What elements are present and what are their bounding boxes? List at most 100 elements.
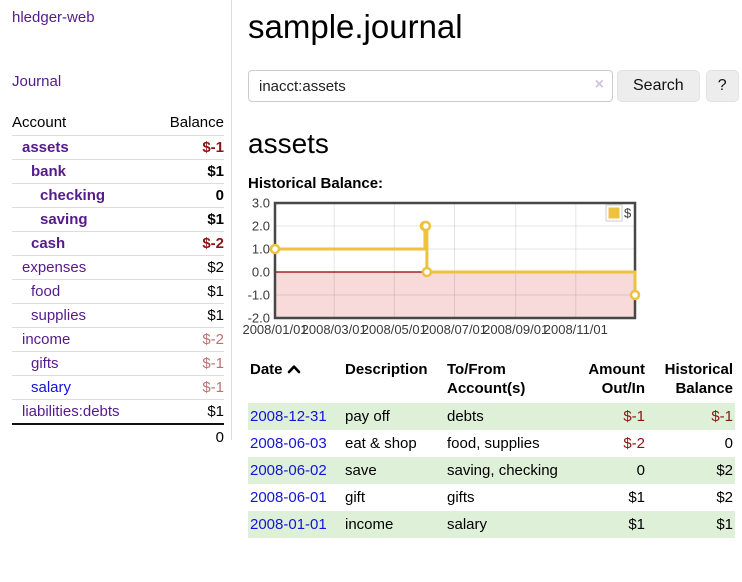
table-row: 2008-01-01 income salary $1 $1 [248,511,735,538]
transaction-amount: $-1 [623,408,645,425]
x-axis-tick-label: 2008/01/01 [243,322,308,337]
chart-canvas: 3.0 2.0 1.0 0.0 -1.0 -2.02008/01/012008/03/01… [242,196,641,337]
data-point-marker [421,266,433,278]
account-link[interactable]: assets [22,139,69,156]
transaction-date-link[interactable]: 2008-06-03 [250,435,327,452]
account-link[interactable]: salary [31,379,72,396]
search-input-wrap: × [248,70,613,102]
legend-label: $ [624,206,632,221]
account-link[interactable]: food [31,283,61,300]
account-link[interactable]: gifts [31,355,59,372]
x-axis-tick-label: 2008/05/01 [362,322,427,337]
account-link[interactable]: cash [31,235,66,252]
chart-border [273,201,637,320]
account-balance: $1 [152,399,224,424]
transaction-amount: $-2 [623,435,645,452]
account-balance: $1 [152,279,224,304]
search-button[interactable]: Search [617,70,700,102]
table-row: 2008-12-31 pay off debts $-1 $-1 [248,403,735,430]
col-amount-outin: Amount Out/In [588,361,645,397]
transaction-description: save [345,462,377,479]
accounts-total-value: 0 [12,423,224,450]
transaction-date-link[interactable]: 2008-01-01 [250,516,327,533]
y-axis-tick-label: 3.0 [252,198,270,211]
page-title: sample.journal [248,8,463,45]
transaction-balance: $2 [716,462,733,479]
account-row: saving $1 [12,207,224,232]
transaction-accounts: saving, checking [447,462,558,479]
transaction-date-link[interactable]: 2008-06-02 [250,462,327,479]
historical-balance-chart: 3.0 2.0 1.0 0.0 -1.0 -2.0 2008/01/01 2008/03/01… [242,196,735,348]
account-row: bank $1 [12,159,224,184]
register-table: Date Description To/From Account(s) Amoun… [248,358,735,538]
account-link[interactable]: income [22,331,71,348]
account-row: supplies $1 [12,303,224,328]
accounts-col-balance: Balance [169,114,224,131]
y-axis-tick-label: 2.0 [252,219,270,234]
transaction-accounts: food, supplies [447,435,540,452]
account-row: salary $-1 [12,375,224,400]
account-balance: $2 [152,255,224,280]
transaction-amount: $1 [628,489,645,506]
account-balance: 0 [152,183,224,208]
transaction-accounts: gifts [447,489,475,506]
x-axis-tick-label: 2008/07/01 [422,322,487,337]
col-date-label: Date [250,361,283,378]
help-button[interactable]: ? [705,70,739,102]
chart-title: Historical Balance: [248,175,384,192]
account-link[interactable]: liabilities:debts [22,403,120,420]
account-link[interactable]: checking [40,187,106,204]
transaction-balance: 0 [724,435,733,452]
transaction-description: gift [345,489,366,506]
account-row: food $1 [12,279,224,304]
account-row: assets $-1 [12,135,224,160]
search-input[interactable] [248,70,613,102]
y-axis-tick-label: -1.0 [248,288,270,303]
account-balance: $-2 [152,327,224,352]
transaction-balance: $2 [716,489,733,506]
col-date[interactable]: Date [248,358,343,403]
col-historical-balance: Historical Balance [664,361,733,397]
legend-swatch [608,207,620,219]
account-heading: assets [248,128,329,159]
sort-ascending-icon [287,365,300,374]
x-axis-tick-label: 2008/09/01 [483,322,548,337]
data-point-marker [269,243,281,255]
y-axis-tick-label: 1.0 [252,242,270,257]
accounts-table: Account Balance assets $-1 bank $1 checking 0… [12,111,224,450]
transaction-balance: $-1 [711,408,733,425]
sidebar-item-journal[interactable]: Journal [12,73,62,90]
app-brand-link[interactable]: hledger-web [12,9,95,26]
account-link[interactable]: bank [31,163,67,180]
chart-negative-region [275,272,635,318]
transaction-amount: $1 [628,516,645,533]
account-link[interactable]: supplies [31,307,87,324]
account-row: checking 0 [12,183,224,208]
transaction-amount: 0 [636,462,645,479]
search-form: × Search ? [248,70,739,102]
y-axis-tick-label: 0.0 [252,265,270,280]
transaction-date-link[interactable]: 2008-06-01 [250,489,327,506]
col-tofrom-accounts: To/From Account(s) [447,361,526,397]
account-balance: $1 [152,303,224,328]
account-balance: $1 [152,159,224,184]
main-content: sample.journal × Search ? assets Histori… [242,0,739,538]
transaction-description: income [345,516,394,533]
account-row: liabilities:debts $1 [12,399,224,424]
table-row: 2008-06-02 save saving, checking 0 $2 [248,457,735,484]
x-axis-tick-label: 2008/03/01 [302,322,367,337]
transaction-date-link[interactable]: 2008-12-31 [250,408,327,425]
account-balance: $-1 [152,135,224,160]
accounts-col-account: Account [12,114,67,131]
account-balance: $-2 [152,231,224,256]
transaction-balance: $1 [716,516,733,533]
account-link[interactable]: saving [40,211,88,228]
data-point-marker [629,289,641,301]
account-row: gifts $-1 [12,351,224,376]
account-row: expenses $2 [12,255,224,280]
clear-search-icon[interactable]: × [594,76,604,93]
data-point-marker [420,220,432,232]
y-axis-tick-label: -2.0 [248,311,270,326]
transaction-accounts: debts [447,408,484,425]
account-link[interactable]: expenses [22,259,87,276]
